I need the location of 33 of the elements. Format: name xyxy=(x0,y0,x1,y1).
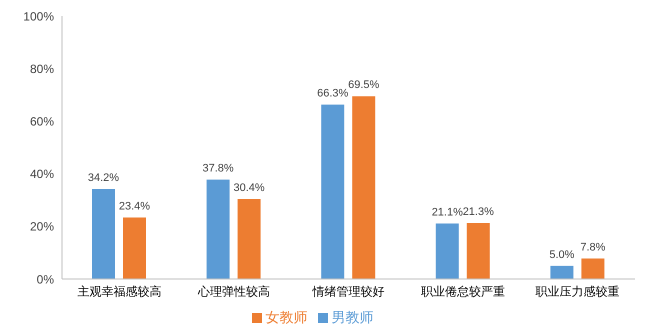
y-tick-label: 100% xyxy=(23,9,54,24)
y-tick-label: 0% xyxy=(36,272,54,286)
bar xyxy=(436,224,459,279)
y-tick-label: 60% xyxy=(30,114,54,128)
bar xyxy=(550,266,574,279)
data-label: 37.8% xyxy=(202,162,234,175)
data-label: 5.0% xyxy=(549,248,575,261)
x-tick-label: 心理弹性较高 xyxy=(196,284,270,299)
bar xyxy=(352,96,376,279)
x-tick-label: 主观幸福感较高 xyxy=(77,284,162,299)
y-tick-label: 80% xyxy=(30,62,54,76)
y-tick-label: 20% xyxy=(30,220,54,234)
bar xyxy=(238,199,261,279)
bar xyxy=(206,180,230,279)
y-tick-label: 40% xyxy=(30,167,54,182)
data-label: 34.2% xyxy=(88,172,120,184)
x-tick-label: 职业压力感较重 xyxy=(536,284,620,299)
data-label: 21.3% xyxy=(462,206,494,218)
legend-label: 男教师 xyxy=(332,309,374,325)
data-label: 7.8% xyxy=(580,241,606,254)
data-label: 69.5% xyxy=(348,79,380,92)
x-tick-label: 情绪管理较好 xyxy=(312,284,384,299)
data-label: 66.3% xyxy=(317,88,349,100)
bar xyxy=(466,222,490,279)
bar xyxy=(123,217,146,279)
data-label: 21.1% xyxy=(432,206,464,219)
x-tick-label: 职业倦怠较严重 xyxy=(421,284,506,299)
bar xyxy=(581,258,604,279)
legend-label: 女教师 xyxy=(266,309,308,325)
data-label: 30.4% xyxy=(234,182,265,194)
bar xyxy=(92,189,115,279)
data-label: 23.4% xyxy=(118,200,150,212)
bar xyxy=(321,104,344,279)
